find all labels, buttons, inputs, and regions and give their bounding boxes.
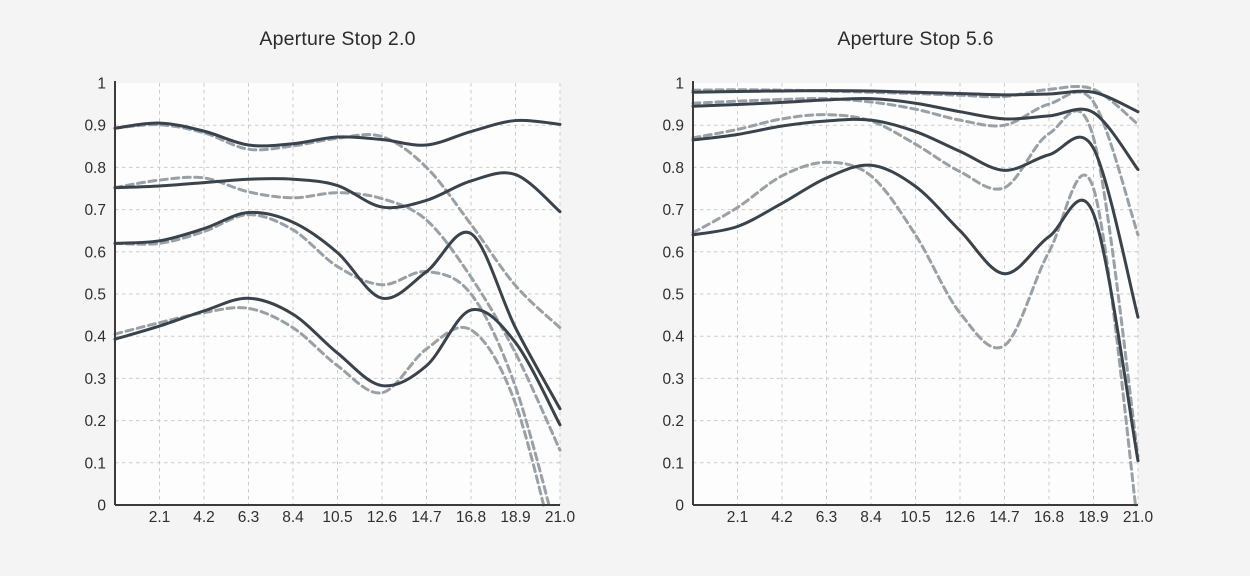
- y-tick-label: 0.4: [662, 329, 684, 346]
- y-tick-label: 0.1: [662, 455, 684, 472]
- y-tick-label: 0.2: [662, 413, 684, 430]
- y-tick-label: 0.7: [84, 202, 106, 219]
- curves: [691, 84, 1140, 507]
- chart-aperture-stop-2-0: Aperture Stop 2.0 0 0.1 0.2 0.3 0.4 0.5 0.6 0.7…: [84, 28, 575, 527]
- tick-labels: 0 0.1 0.2 0.3 0.4 0.5 0.6 0.7 0.8 0.9 1 2.1 4.2 6.3 8.…: [84, 76, 575, 527]
- x-tick-label: 16.8: [456, 509, 486, 526]
- curve-meridional-4-dashed: [691, 160, 1138, 507]
- axes: [114, 81, 560, 506]
- x-tick-label: 10.5: [900, 509, 930, 526]
- chart-aperture-stop-5-6: Aperture Stop 5.6 0 0.1 0.2 0.3 0.4 0.5 0.6 0.7…: [625, 0, 1250, 576]
- y-tick-label: 0: [97, 498, 106, 515]
- y-tick-label: 0.8: [662, 160, 684, 177]
- x-tick-label: 12.6: [945, 509, 975, 526]
- y-tick-label: 0.8: [84, 160, 106, 177]
- y-tick-label: 1: [97, 76, 106, 93]
- y-tick-label: 0.5: [84, 287, 106, 304]
- x-tick-label: 21.0: [1123, 509, 1154, 526]
- gridlines: [115, 83, 561, 505]
- x-tick-label: 18.9: [500, 509, 530, 526]
- x-tick-label: 4.2: [193, 509, 215, 526]
- x-tick-label: 10.5: [322, 509, 352, 526]
- curve-sagittal-3-solid: [113, 210, 562, 411]
- x-tick-label: 2.1: [149, 509, 171, 526]
- mtf-plot-f56: 0 0.1 0.2 0.3 0.4 0.5 0.6 0.7 0.8 0.9 1 2.1 4.2 6.3 8.…: [662, 76, 1153, 527]
- curve-sagittal-2-solid: [691, 96, 1140, 172]
- y-tick-label: 0.1: [84, 455, 106, 472]
- x-tick-label: 18.9: [1078, 509, 1108, 526]
- y-tick-label: 0.4: [84, 329, 106, 346]
- x-tick-label: 6.3: [238, 509, 260, 526]
- curve-sagittal-4-solid: [113, 296, 562, 427]
- curve-sagittal-2-solid: [113, 171, 562, 214]
- mtf-plot-f2: 0 0.1 0.2 0.3 0.4 0.5 0.6 0.7 0.8 0.9 1 2.1 4.2 6.3 8.…: [84, 76, 575, 527]
- y-tick-label: 0.7: [662, 202, 684, 219]
- y-tick-label: 0.3: [662, 371, 684, 388]
- curve-sagittal-1-solid: [691, 89, 1140, 114]
- y-tick-label: 0.9: [84, 118, 106, 135]
- y-tick-label: 0.6: [662, 244, 684, 261]
- y-tick-label: 0: [675, 498, 684, 515]
- y-tick-label: 0.6: [84, 244, 106, 261]
- chart-title: Aperture Stop 2.0: [259, 28, 416, 50]
- x-tick-label: 8.4: [860, 509, 882, 526]
- y-tick-label: 0.9: [662, 118, 684, 135]
- curve-meridional-3-dashed: [113, 213, 552, 507]
- x-tick-label: 21.0: [545, 509, 576, 526]
- x-tick-label: 12.6: [367, 509, 397, 526]
- y-tick-label: 0.2: [84, 413, 106, 430]
- y-tick-label: 1: [675, 76, 684, 93]
- curve-meridional-1-dashed: [113, 123, 562, 330]
- curve-sagittal-4-solid: [691, 163, 1140, 463]
- x-tick-label: 14.7: [989, 509, 1019, 526]
- chart-title: Aperture Stop 5.6: [837, 28, 994, 50]
- x-tick-label: 6.3: [816, 509, 838, 526]
- axes: [692, 81, 1138, 506]
- curve-sagittal-3-solid: [691, 117, 1140, 319]
- y-tick-label: 0.5: [662, 287, 684, 304]
- y-tick-label: 0.3: [84, 371, 106, 388]
- x-tick-label: 16.8: [1034, 509, 1064, 526]
- curves: [113, 118, 562, 507]
- curve-meridional-3-dashed: [691, 109, 1140, 458]
- x-tick-label: 8.4: [282, 509, 304, 526]
- x-tick-label: 4.2: [771, 509, 793, 526]
- tick-labels: 0 0.1 0.2 0.3 0.4 0.5 0.6 0.7 0.8 0.9 1 2.1 4.2 6.3 8.…: [662, 76, 1153, 527]
- curve-sagittal-1-solid: [113, 118, 562, 148]
- x-tick-label: 2.1: [727, 509, 749, 526]
- x-tick-label: 14.7: [411, 509, 441, 526]
